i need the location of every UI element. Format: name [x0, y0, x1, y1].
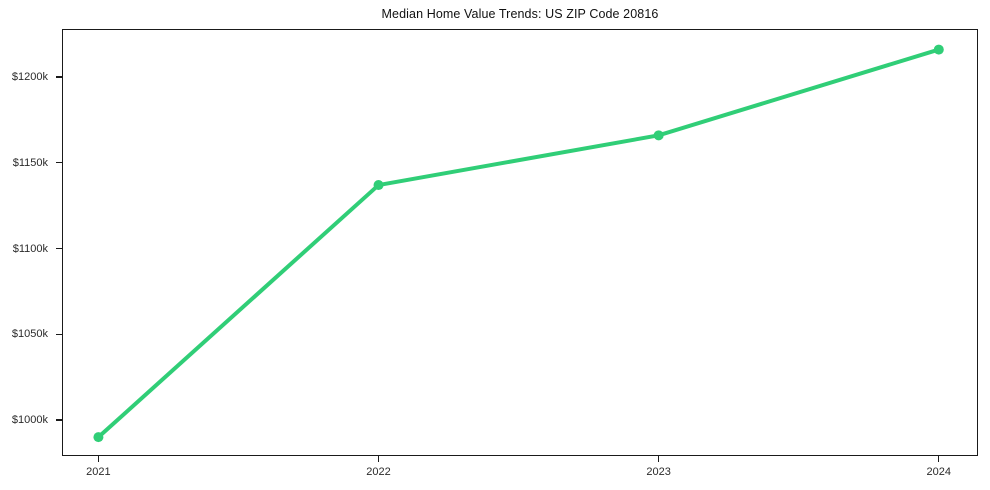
y-tick-mark	[56, 162, 62, 164]
x-tick-label: 2023	[646, 466, 671, 478]
y-tick-mark	[56, 76, 62, 78]
x-tick-label: 2021	[86, 466, 111, 478]
y-tick-label: $1050k	[11, 328, 48, 341]
x-tick-mark	[97, 456, 100, 462]
y-tick-mark	[56, 333, 62, 335]
chart-title: Median Home Value Trends: US ZIP Code 20…	[381, 7, 659, 21]
x-tick-mark	[658, 456, 660, 462]
y-tick-label: $1100k	[12, 242, 48, 255]
x-tick-mark	[938, 456, 940, 462]
y-tick-label: $1000k	[11, 413, 48, 426]
y-tick-label: $1200k	[11, 71, 48, 84]
y-tick-label: $1150k	[12, 156, 48, 169]
x-tick-label: 2024	[926, 466, 952, 478]
x-tick-mark	[377, 456, 380, 462]
y-tick-mark	[56, 247, 62, 250]
y-tick-mark	[56, 419, 62, 421]
plot-area	[62, 29, 978, 456]
x-tick-label: 2022	[366, 466, 391, 478]
